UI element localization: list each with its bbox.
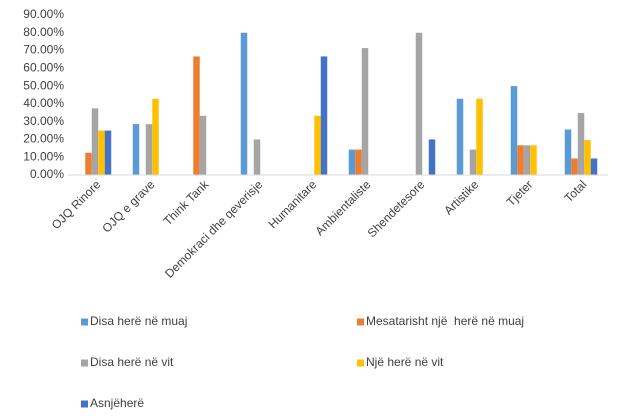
bar (91, 108, 99, 175)
bar (348, 149, 356, 175)
legend-swatch (81, 359, 88, 367)
bar (320, 56, 328, 175)
legend-label: Një herë në vit (366, 355, 444, 369)
bar (510, 86, 518, 175)
x-tick-label: Tjeter (504, 177, 536, 209)
bar (361, 48, 369, 175)
bar (530, 145, 537, 175)
legend-swatch (357, 359, 364, 367)
bar (476, 98, 483, 175)
bar (199, 115, 207, 175)
y-tick-label: 50.00% (23, 78, 64, 92)
bar (469, 149, 477, 175)
bar (193, 56, 200, 175)
bar (314, 115, 321, 175)
bar (355, 149, 362, 175)
bar (456, 98, 464, 175)
bar (152, 98, 159, 175)
bar (253, 139, 261, 175)
y-tick-label: 0.00% (30, 167, 64, 181)
x-tick-label: Think Tank (161, 177, 212, 228)
legend-label: Disa herë në muaj (90, 314, 187, 328)
bar (517, 145, 524, 175)
y-tick-label: 20.00% (23, 132, 64, 146)
bar (240, 32, 248, 176)
y-tick-label: 30.00% (23, 114, 64, 128)
x-tick-label: Demokraci dhe qeverisje (162, 177, 266, 281)
bar (428, 139, 436, 175)
x-tick-label: Artistike (441, 177, 481, 217)
y-tick-label: 60.00% (23, 61, 64, 75)
legend-swatch (81, 318, 88, 326)
bar (104, 130, 112, 175)
y-tick-label: 10.00% (23, 149, 64, 163)
bar (415, 32, 423, 176)
bar (571, 158, 578, 175)
x-tick-label: Humanitare (266, 177, 320, 231)
bar (564, 129, 572, 175)
bar (584, 140, 591, 175)
y-tick-label: 70.00% (23, 43, 64, 57)
bar (132, 124, 140, 175)
legend-label: Disa herë në vit (90, 355, 174, 369)
bar (523, 145, 531, 175)
y-tick-label: 90.00% (23, 7, 64, 21)
x-tick-label: Shendetesore (365, 177, 428, 240)
legend-label: Mesatarisht një herë në muaj (366, 314, 524, 328)
legend-swatch (357, 318, 364, 326)
bar (85, 152, 92, 175)
legend-swatch (81, 400, 88, 408)
x-tick-label: Total (562, 177, 590, 205)
bar (145, 124, 153, 175)
x-tick-label: OJQ e grave (99, 177, 157, 235)
legend-label: Asnjëherë (90, 396, 144, 410)
x-tick-label: OJQ Rinore (49, 177, 104, 232)
bar (577, 112, 585, 175)
y-tick-label: 80.00% (23, 25, 64, 39)
bar (98, 130, 105, 175)
y-tick-label: 40.00% (23, 96, 64, 110)
bar (590, 158, 598, 175)
